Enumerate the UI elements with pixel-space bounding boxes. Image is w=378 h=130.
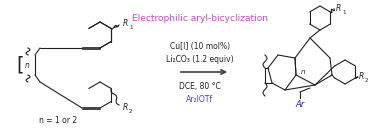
Text: 2: 2 xyxy=(364,78,368,83)
Text: Electrophilic aryl-bicyclization: Electrophilic aryl-bicyclization xyxy=(132,14,268,23)
Text: n: n xyxy=(25,60,30,70)
Text: [: [ xyxy=(16,56,24,74)
Text: n = 1 or 2: n = 1 or 2 xyxy=(39,116,77,125)
Text: R: R xyxy=(123,18,128,28)
Text: 1: 1 xyxy=(342,10,345,15)
Text: R: R xyxy=(358,72,364,80)
Text: Cu[I] (10 mol%): Cu[I] (10 mol%) xyxy=(170,42,230,51)
Text: Ar₂IOTf: Ar₂IOTf xyxy=(186,95,214,104)
Text: 2: 2 xyxy=(129,109,133,114)
Text: Ar: Ar xyxy=(295,100,305,109)
Text: R: R xyxy=(336,4,341,12)
Text: 1: 1 xyxy=(129,25,133,30)
Text: DCE, 80 °C: DCE, 80 °C xyxy=(179,82,221,91)
Text: Li₂CO₃ (1.2 equiv): Li₂CO₃ (1.2 equiv) xyxy=(166,55,234,64)
Text: n: n xyxy=(301,69,305,75)
Text: R: R xyxy=(123,102,128,112)
